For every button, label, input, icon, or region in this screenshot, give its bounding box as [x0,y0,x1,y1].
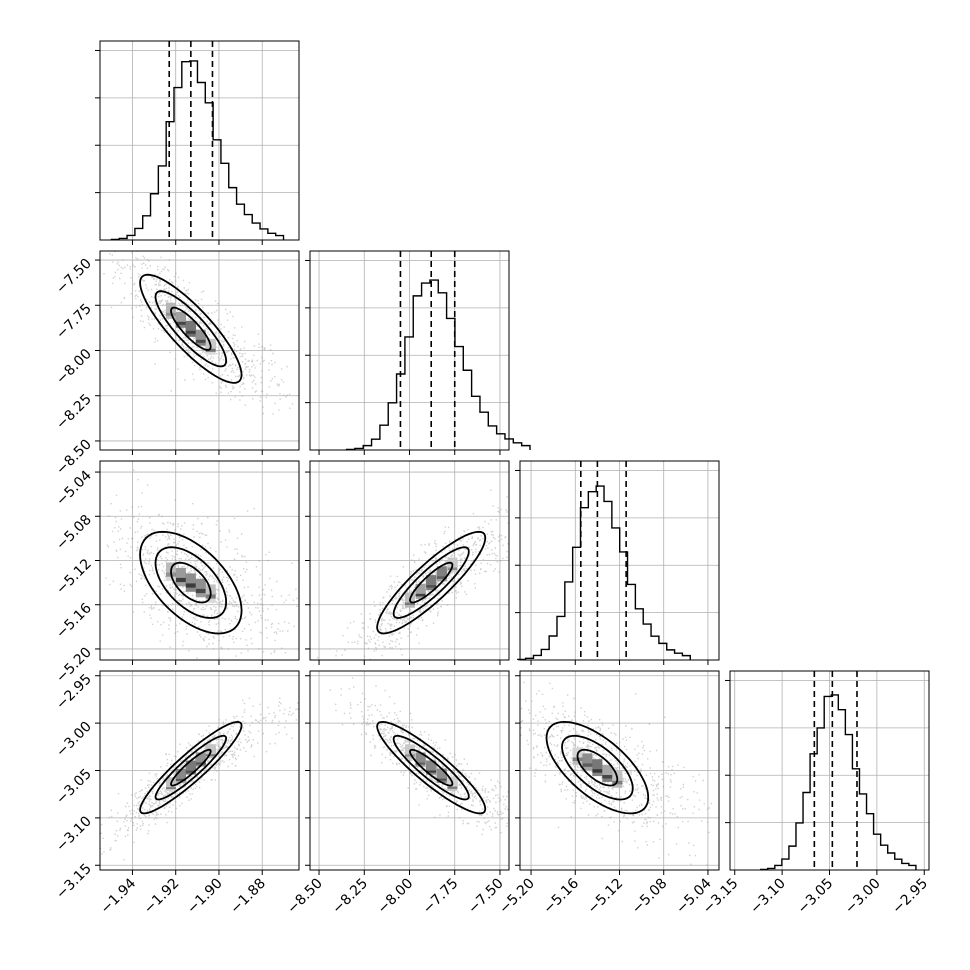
contour-level-2 [392,734,470,801]
y-tick-label: −8.50 [53,436,95,478]
density-cell [195,329,206,340]
x-tick-label: −1.88 [227,876,269,918]
scatter-points [103,251,299,415]
density-cell [185,573,196,584]
x-tick-label: −8.25 [329,876,371,918]
y-tick-label: −3.10 [53,813,95,855]
scatter-points [100,697,299,861]
contour-level-3 [545,720,650,815]
panel-frame [99,460,300,661]
y-tick-label: −3.05 [53,766,95,808]
x-tick-label: −5.16 [540,875,582,917]
density-cell [405,744,415,755]
panel-frame [99,670,300,871]
x-tick-label: −3.05 [795,876,837,918]
scatter-panel-1-0: −8.50−8.25−8.00−7.75−7.50 [53,250,300,478]
x-tick-label: −5.20 [496,876,538,918]
density-cell [175,567,186,578]
density-cell [447,557,458,568]
contour-level-1 [170,306,212,351]
contour-level-3 [376,720,487,815]
scatter-panel-2-0: −5.20−5.16−5.12−5.08−5.04 [53,460,300,686]
scatter-points [520,671,719,866]
scatter-panel-3-1: −8.50 −8.25 −8.00 −7.75 −7.50 [284,670,510,918]
histogram-panel-3: −3.15 −3.10 −3.05 −3.00 −2.95 [700,670,931,918]
scatter-points [317,489,509,660]
x-tick-label: −8.50 [284,876,326,918]
contour-level-1 [409,561,454,604]
contour-level-3 [139,530,243,635]
histogram-steps [345,279,531,451]
x-tick-label: −3.00 [842,876,884,918]
contour-level-1 [170,748,212,787]
y-tick-label: −7.50 [53,256,95,298]
contour-level-1 [170,561,212,604]
scatter-panel-3-2: −5.20 −5.16 −5.12 −5.08 −5.04 [496,670,720,918]
y-tick-label: −8.25 [53,391,95,433]
density-cell [592,759,603,770]
x-tick-label: −7.75 [420,876,462,918]
density-cell [185,320,196,331]
density-cell [602,765,613,775]
panel-frame [519,460,720,661]
density-cell [426,575,437,586]
panel-frame [99,40,300,241]
histogram-steps [760,694,917,871]
density-cell [426,760,437,771]
x-tick-label: −5.08 [629,876,671,918]
density-cell [166,302,176,313]
histogram-panel-2 [515,460,720,665]
panel-frame [519,670,720,871]
histogram-steps [517,485,691,661]
contour-level-3 [139,720,243,815]
x-tick-label: −1.92 [141,876,183,918]
density-cell [195,578,206,589]
density-cell [436,566,447,577]
contour-level-1 [409,748,454,787]
scatter-panel-3-0: −1.94 −1.92 −1.90 −1.88 −3.15 −3.10 −3.05 −3.00… [53,670,300,918]
density-cell [175,311,186,322]
x-tick-label: −8.00 [375,876,417,918]
x-tick-label: −3.10 [747,876,789,918]
density-cell [195,752,206,763]
histogram-panel-0 [95,40,300,245]
histogram-panel-1 [305,250,531,455]
panel-frame [309,250,510,451]
y-tick-label: −3.15 [53,861,95,903]
y-tick-label: −3.00 [53,719,95,761]
density-cell [205,744,216,755]
density-cell [436,768,447,779]
contour-level-2 [392,546,470,619]
contour-level-1 [576,748,619,787]
panel-frame [99,250,300,451]
x-tick-label: −1.90 [184,876,226,918]
y-tick-label: −5.16 [53,600,95,642]
scatter-points [105,469,298,660]
panel-frame [729,670,930,871]
density-cell [415,583,426,594]
x-tick-label: −2.95 [889,876,931,918]
contour-level-3 [139,273,243,384]
contour-level-2 [561,734,634,801]
contour-level-2 [154,734,228,801]
contour-level-2 [154,546,228,619]
density-cell [185,760,196,771]
contour-level-3 [376,530,487,635]
y-tick-label: −5.12 [53,556,95,598]
scatter-panel-2-1 [305,460,510,665]
density-cell [415,752,426,763]
panel-frame [309,670,510,871]
y-tick-label: −8.00 [53,346,95,388]
histogram-steps [110,60,285,241]
panel-frame [309,460,510,661]
x-tick-label: −5.12 [585,876,627,918]
density-cell [175,768,186,779]
density-cell [582,753,593,764]
y-tick-label: −5.08 [53,512,95,554]
contour-level-2 [154,290,228,368]
x-tick-label: −1.94 [98,875,140,917]
y-tick-label: −7.75 [53,301,95,343]
